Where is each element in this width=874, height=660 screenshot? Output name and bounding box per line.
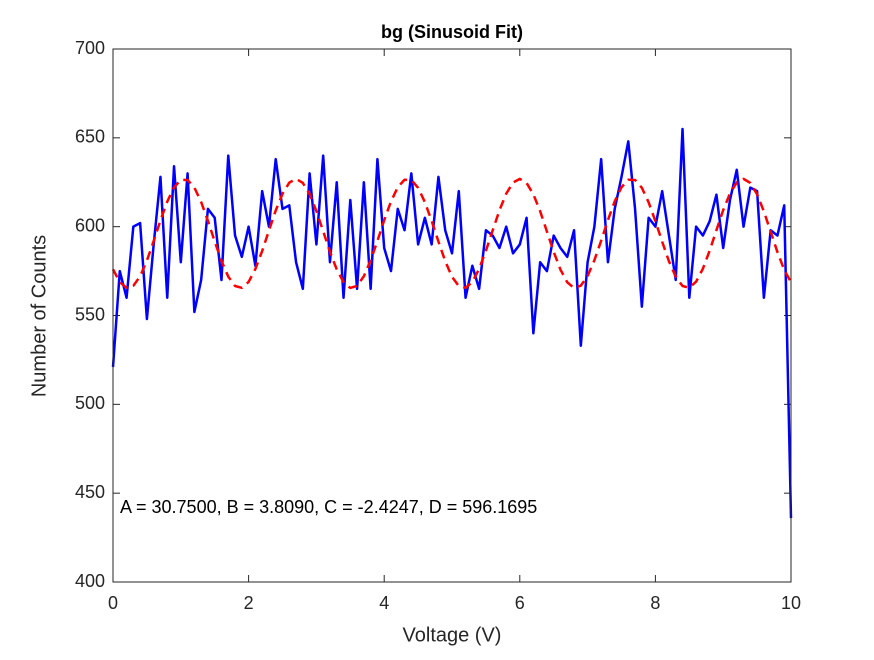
x-tick-label: 0 (108, 593, 118, 613)
y-tick-label: 700 (75, 38, 105, 58)
data-line (111, 127, 793, 519)
y-tick-label: 550 (75, 304, 105, 324)
chart-title: bg (Sinusoid Fit) (381, 22, 523, 42)
x-tick-label: 6 (515, 593, 525, 613)
x-tick-label: 8 (650, 593, 660, 613)
y-tick-label: 400 (75, 571, 105, 591)
x-tick-label: 4 (379, 593, 389, 613)
x-axis-label: Voltage (V) (403, 624, 502, 646)
y-tick-label: 600 (75, 215, 105, 235)
annotation: A = 30.7500, B = 3.8090, C = -2.4247, D … (120, 497, 537, 517)
y-tick-label: 450 (75, 482, 105, 502)
y-axis-label: Number of Counts (28, 235, 50, 397)
plot-frame (112, 48, 792, 583)
y-tick-label: 650 (75, 127, 105, 147)
x-tick-label: 10 (781, 593, 801, 613)
x-tick-label: 2 (244, 593, 254, 613)
y-tick-label: 500 (75, 393, 105, 413)
